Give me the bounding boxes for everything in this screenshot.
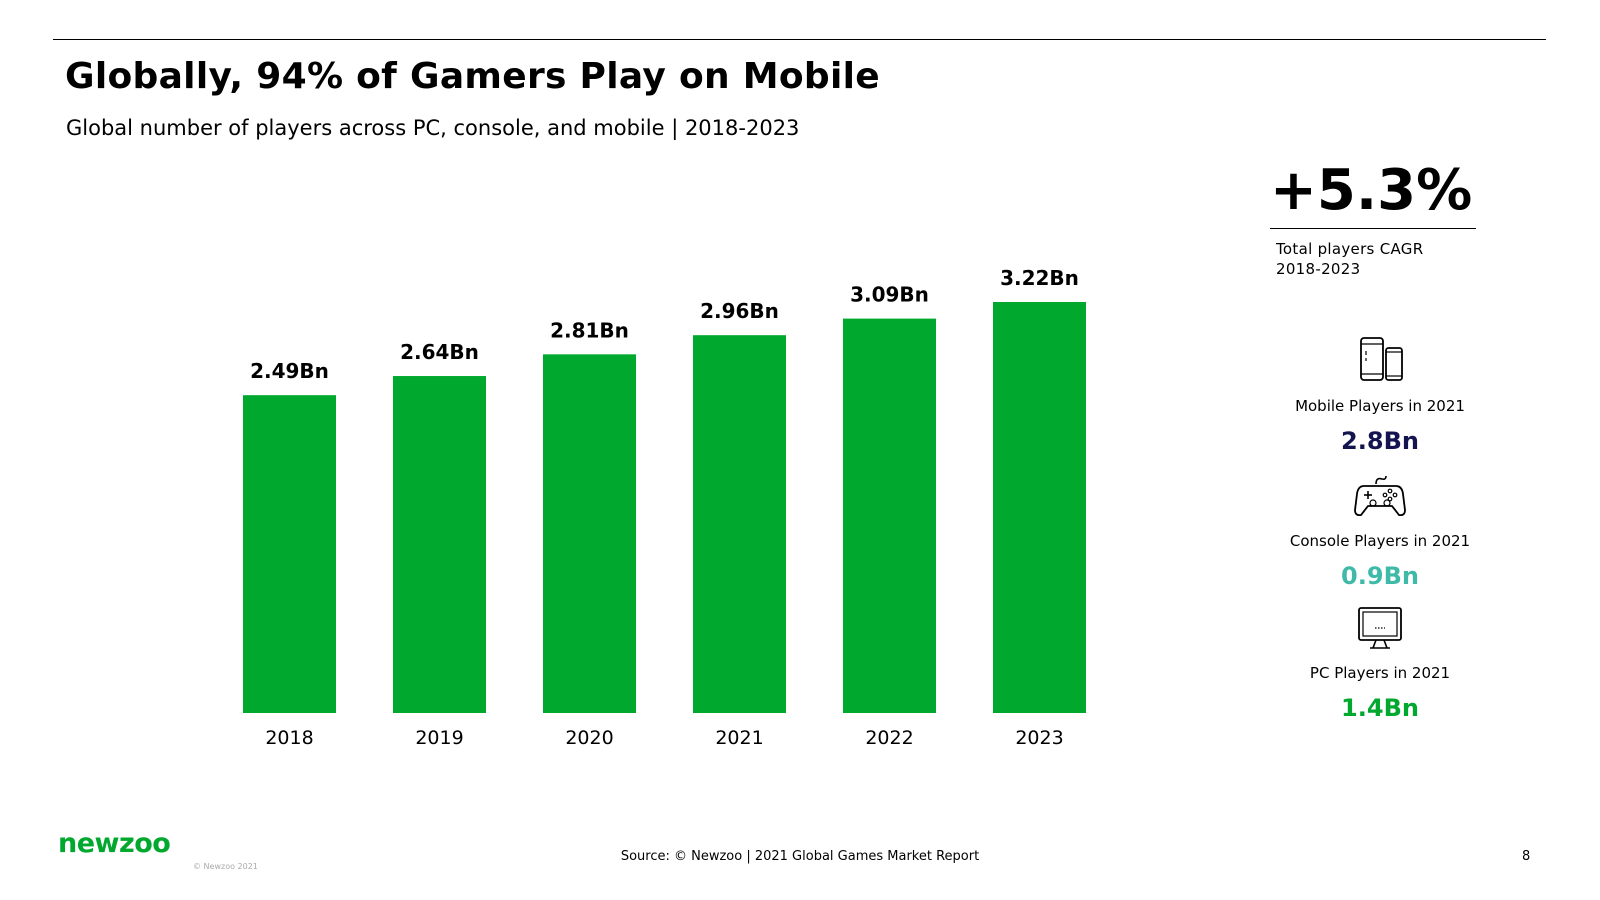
bar-2020 xyxy=(543,354,636,713)
monitor-icon xyxy=(1358,607,1402,649)
mobile-stat: Mobile Players in 2021 2.8Bn xyxy=(1260,337,1500,455)
players-bar-chart: 2.49Bn 2018 2.64Bn 2019 2.81Bn 2020 2.96Bn 2021… xyxy=(243,266,1086,749)
data-label-2018: 2.49Bn xyxy=(250,359,329,383)
mobile-stat-value: 2.8Bn xyxy=(1341,427,1419,455)
pc-stat: PC Players in 2021 1.4Bn xyxy=(1260,606,1500,722)
footer-source: Source: © Newzoo | 2021 Global Games Mar… xyxy=(620,849,980,864)
cagr-value: +5.3% xyxy=(1270,158,1473,223)
console-stat-label: Console Players in 2021 xyxy=(1289,532,1471,550)
page-number: 8 xyxy=(1522,849,1531,864)
cagr-label: Total players CAGR 2018-2023 xyxy=(1276,239,1480,279)
x-tick-2021: 2021 xyxy=(715,727,763,749)
footer-copyright: © Newzoo 2021 xyxy=(193,862,258,871)
data-label-2022: 3.09Bn xyxy=(850,283,929,307)
cagr-kpi: +5.3% Total players CAGR 2018-2023 xyxy=(1270,160,1480,279)
bar-2021 xyxy=(693,335,786,713)
data-label-2020: 2.81Bn xyxy=(550,318,629,342)
console-stat: Console Players in 2021 0.9Bn xyxy=(1260,474,1500,590)
kpi-divider xyxy=(1270,228,1476,229)
x-tick-2022: 2022 xyxy=(865,727,913,749)
bar-2018 xyxy=(243,395,336,713)
x-tick-2018: 2018 xyxy=(265,727,313,749)
pc-stat-value: 1.4Bn xyxy=(1341,694,1419,722)
bar-2022 xyxy=(843,318,936,713)
gamepad-icon xyxy=(1354,475,1406,517)
data-label-2023: 3.22Bn xyxy=(1000,266,1079,290)
bar-2019 xyxy=(393,376,486,713)
newzoo-logo: newzoo xyxy=(58,828,171,859)
data-label-2019: 2.64Bn xyxy=(400,340,479,364)
data-label-2021: 2.96Bn xyxy=(700,299,779,323)
page-title: Globally, 94% of Gamers Play on Mobile xyxy=(65,56,880,97)
mobile-devices-icon xyxy=(1360,337,1403,381)
bar-2023 xyxy=(993,302,1086,713)
top-rule xyxy=(53,39,1546,40)
console-stat-value: 0.9Bn xyxy=(1341,562,1419,590)
cagr-label-line1: Total players CAGR xyxy=(1276,240,1424,258)
x-tick-2023: 2023 xyxy=(1015,727,1063,749)
x-tick-2020: 2020 xyxy=(565,727,613,749)
pc-stat-label: PC Players in 2021 xyxy=(1309,664,1451,682)
mobile-stat-label: Mobile Players in 2021 xyxy=(1295,397,1465,415)
x-tick-2019: 2019 xyxy=(415,727,463,749)
cagr-label-line2: 2018-2023 xyxy=(1276,260,1361,278)
page-subtitle: Global number of players across PC, cons… xyxy=(66,116,800,140)
